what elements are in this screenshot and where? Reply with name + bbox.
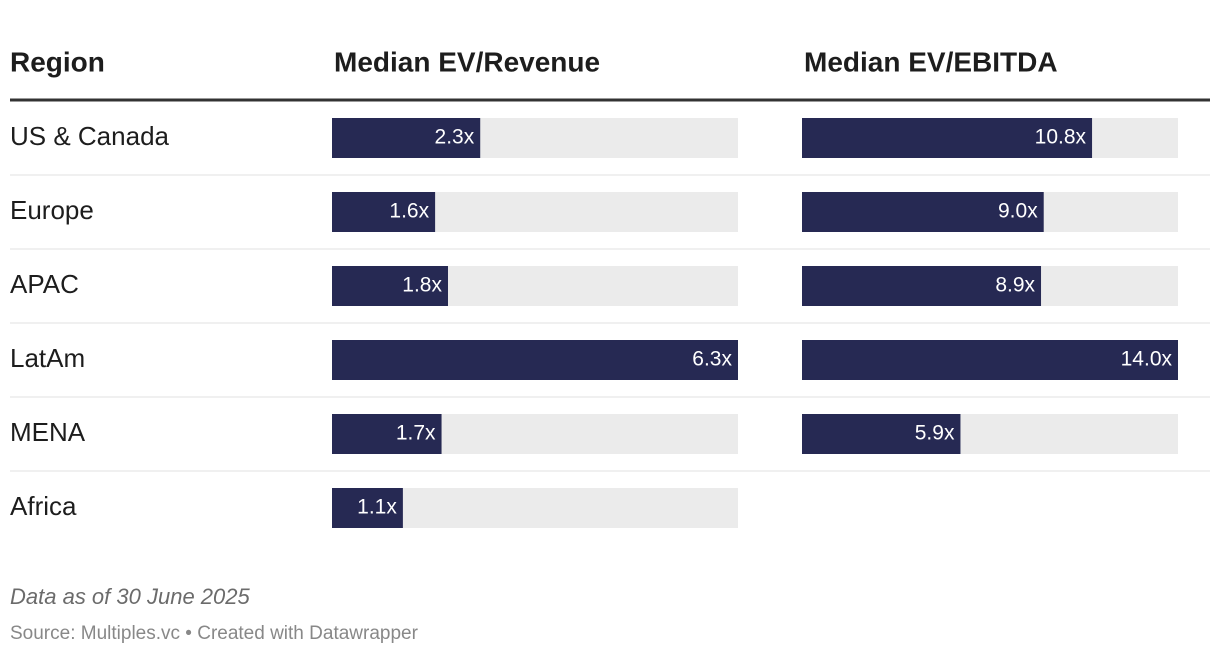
bar xyxy=(802,340,1178,380)
bar xyxy=(332,266,448,306)
bar xyxy=(332,488,403,528)
value-label: 10.8x xyxy=(1035,126,1087,149)
region-label: LatAm xyxy=(10,343,85,373)
value-label: 1.6x xyxy=(389,200,429,223)
note: Data as of 30 June 2025 xyxy=(10,584,250,609)
bar xyxy=(332,340,738,380)
bar xyxy=(332,192,436,232)
bar xyxy=(802,266,1042,306)
column-header: Median EV/Revenue xyxy=(334,46,600,77)
region-label: Europe xyxy=(10,195,94,225)
value-label: 9.0x xyxy=(998,200,1038,223)
value-label: 1.7x xyxy=(396,422,436,445)
value-label: 1.8x xyxy=(402,274,442,297)
value-label: 14.0x xyxy=(1121,348,1173,371)
region-label: Africa xyxy=(10,491,77,521)
bar xyxy=(802,118,1093,158)
source: Source: Multiples.vc • Created with Data… xyxy=(10,623,419,644)
value-label: 6.3x xyxy=(692,348,732,371)
region-label: APAC xyxy=(10,269,79,299)
bar xyxy=(332,414,442,454)
bar xyxy=(802,414,961,454)
region-label: US & Canada xyxy=(10,121,170,151)
bar xyxy=(802,192,1044,232)
column-header: Region xyxy=(10,46,105,77)
region-label: MENA xyxy=(10,417,86,447)
value-label: 8.9x xyxy=(995,274,1035,297)
value-label: 5.9x xyxy=(915,422,955,445)
column-header: Median EV/EBITDA xyxy=(804,46,1058,77)
value-label: 2.3x xyxy=(435,126,475,149)
bar xyxy=(332,118,481,158)
value-label: 1.1x xyxy=(357,496,397,519)
